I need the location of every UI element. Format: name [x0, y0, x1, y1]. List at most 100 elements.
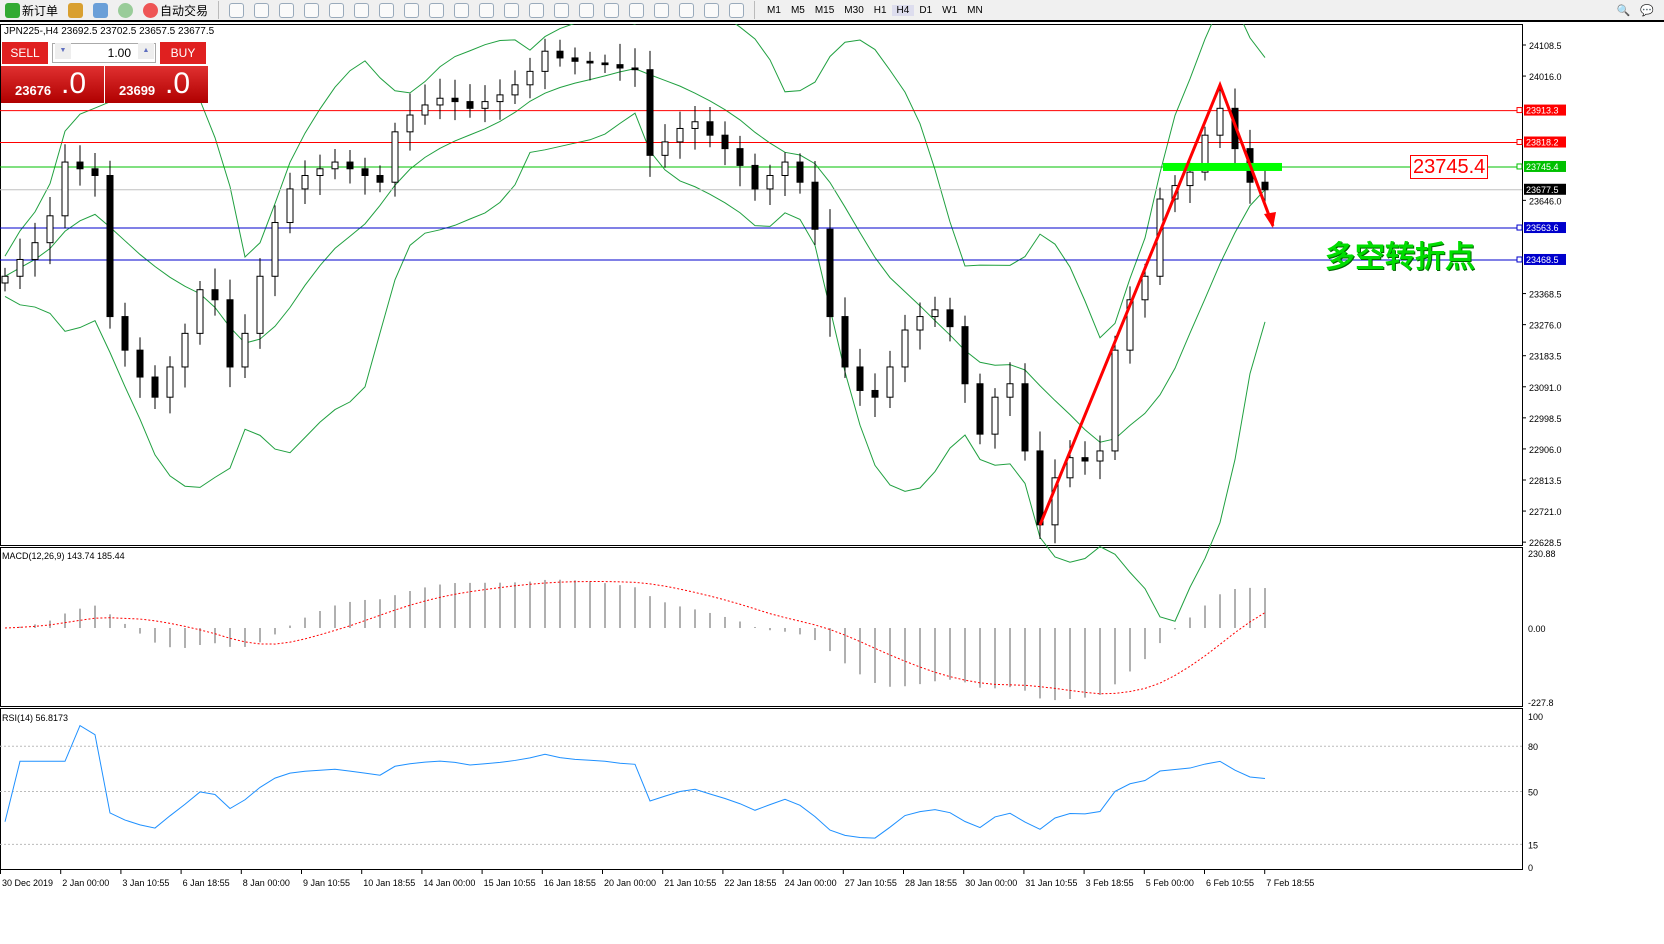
- candle-body: [1141, 275, 1149, 301]
- vertical-line-icon[interactable]: [551, 0, 572, 20]
- candle-body: [631, 67, 639, 71]
- crosshair-icon[interactable]: [526, 0, 547, 20]
- trendline-icon[interactable]: [601, 0, 622, 20]
- candle-body: [1006, 383, 1014, 398]
- candle-body: [871, 389, 879, 398]
- candle-body: [1186, 171, 1194, 187]
- timeframe-h1[interactable]: H1: [873, 4, 887, 16]
- indicators-icon[interactable]: [426, 0, 447, 20]
- zoom-out-icon[interactable]: [326, 0, 347, 20]
- cursor-icon[interactable]: [501, 0, 522, 20]
- chart-area[interactable]: 24108.5 24016.0 23646.0 23368.5 23276.0 23183…: [0, 24, 1664, 944]
- autoscroll-icon[interactable]: [376, 0, 397, 20]
- candle-body: [76, 161, 84, 170]
- arrows-icon[interactable]: [726, 0, 747, 20]
- line-chart-icon[interactable]: [276, 0, 297, 20]
- level-handle: [1516, 163, 1523, 170]
- fib-fan-icon[interactable]: [651, 0, 672, 20]
- price-tick-label: 22721.0: [1529, 507, 1562, 517]
- candle-body: [151, 376, 159, 398]
- candle-body: [496, 94, 504, 103]
- horizontal-line-icon[interactable]: [576, 0, 597, 20]
- search-icon[interactable]: 🔍: [1616, 4, 1631, 17]
- chart-bars-icon[interactable]: [226, 0, 247, 20]
- candle-body: [706, 121, 714, 136]
- toolbar: 新订单 自动交易 M1 M5 M15 M30 H1 H4 D1 W1 MN 🔍 💬: [0, 0, 1664, 22]
- candles-icon[interactable]: [251, 0, 272, 20]
- periods-icon[interactable]: [451, 0, 472, 20]
- time-tick-label: 8 Jan 00:00: [243, 878, 290, 888]
- time-tick-label: 9 Jan 10:55: [303, 878, 350, 888]
- sell-price-button[interactable]: 23676 .0: [1, 66, 104, 103]
- buy-price-fraction: .0: [165, 67, 191, 100]
- chart-shift-icon[interactable]: [401, 0, 422, 20]
- price-tick-label: 23276.0: [1529, 321, 1562, 331]
- timeframe-m5[interactable]: M5: [790, 4, 805, 16]
- level-handle: [1516, 224, 1523, 231]
- price-tick-label: 22998.5: [1529, 414, 1562, 424]
- candle-body: [286, 188, 294, 224]
- candle-body: [736, 148, 744, 166]
- timeframe-m15[interactable]: M15: [814, 4, 835, 16]
- candle-body: [1036, 450, 1044, 526]
- new-order-button[interactable]: 新订单: [2, 0, 61, 20]
- candle-body: [196, 289, 204, 334]
- rsi-tick-label: 0: [1528, 863, 1533, 873]
- candle-body: [586, 60, 594, 64]
- time-tick-label: 7 Feb 18:55: [1266, 878, 1314, 888]
- chart-info: JPN225-,H4 23692.5 23702.5 23657.5 23677…: [4, 26, 215, 37]
- auto-trading-button[interactable]: 自动交易: [140, 0, 211, 20]
- navigator-button[interactable]: [65, 0, 86, 20]
- level-handle: [1516, 256, 1523, 263]
- price-tick-label: 24108.5: [1529, 41, 1562, 51]
- sell-price-fraction: .0: [61, 67, 87, 100]
- time-tick-label: 16 Jan 18:55: [544, 878, 596, 888]
- candle-body: [1051, 477, 1059, 526]
- timeframe-m1[interactable]: M1: [767, 4, 781, 16]
- time-tick-label: 27 Jan 10:55: [845, 878, 897, 888]
- buy-price-button[interactable]: 23699 .0: [105, 66, 208, 103]
- price-tick-label: 24016.0: [1529, 72, 1562, 82]
- lot-increase-button[interactable]: ▲: [138, 43, 154, 59]
- timeframe-d1[interactable]: D1: [919, 4, 933, 16]
- timeframe-h4[interactable]: H4: [891, 4, 915, 16]
- data-window-button[interactable]: [90, 0, 111, 20]
- trend-arrow: [1038, 80, 1275, 526]
- new-order-label: 新订单: [22, 3, 59, 18]
- sell-button[interactable]: SELL: [1, 41, 49, 65]
- candle-body: [841, 316, 849, 368]
- lot-size-input[interactable]: 1.00: [52, 43, 156, 63]
- signals-button[interactable]: [115, 0, 136, 20]
- bollinger-upper: [4, 24, 1266, 339]
- text-icon[interactable]: [676, 0, 697, 20]
- buy-button[interactable]: BUY: [159, 41, 207, 65]
- lot-decrease-button[interactable]: ▼: [55, 43, 71, 59]
- fibonacci-icon[interactable]: [626, 0, 647, 20]
- time-tick-label: 30 Dec 2019: [2, 878, 53, 888]
- level-tag-bg: [1524, 183, 1566, 195]
- signals-icon: [118, 2, 134, 18]
- level-tag: 23563.6: [1526, 223, 1559, 233]
- zoom-in-icon[interactable]: [301, 0, 322, 20]
- time-tick-label: 15 Jan 10:55: [484, 878, 536, 888]
- chat-icon[interactable]: 💬: [1640, 4, 1654, 17]
- tile-windows-icon[interactable]: [351, 0, 372, 20]
- time-tick-label: 3 Feb 18:55: [1086, 878, 1134, 888]
- navigator-icon: [68, 2, 84, 18]
- candle-body: [136, 349, 144, 378]
- timeframe-m30[interactable]: M30: [844, 4, 864, 16]
- candle-body: [421, 104, 429, 116]
- candle-body: [1, 275, 9, 284]
- zone-bar: [1163, 162, 1282, 171]
- level-tag-bg: [1524, 104, 1566, 116]
- separator: [754, 1, 756, 19]
- text-label-icon[interactable]: [701, 0, 722, 20]
- candle-body: [556, 50, 564, 59]
- candle-body: [811, 181, 819, 230]
- timeframe-w1[interactable]: W1: [942, 4, 958, 16]
- candle-body: [31, 242, 39, 260]
- candle-body: [331, 161, 339, 170]
- templates-icon[interactable]: [476, 0, 497, 20]
- candle-body: [481, 101, 489, 109]
- timeframe-mn[interactable]: MN: [967, 4, 983, 16]
